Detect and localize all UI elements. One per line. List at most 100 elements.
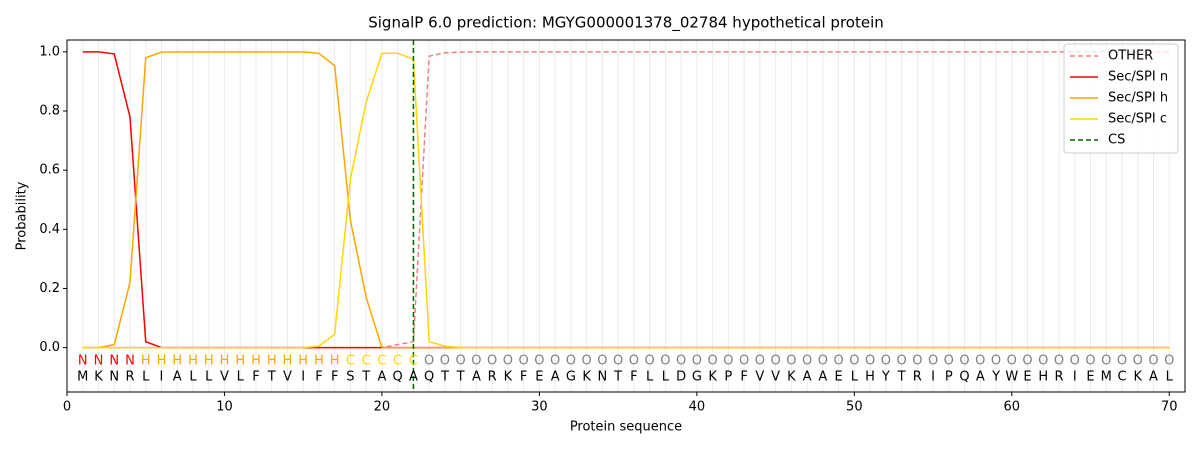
residue: Y <box>991 370 1000 385</box>
region-label: O <box>424 354 434 369</box>
region-label: O <box>676 354 686 369</box>
residue: P <box>945 370 953 385</box>
residue: E <box>535 370 543 385</box>
region-label: O <box>959 354 969 369</box>
series-line <box>82 51 1170 349</box>
residue: L <box>237 370 245 385</box>
series-line <box>82 52 1170 349</box>
residue: A <box>818 370 827 385</box>
region-label: O <box>991 354 1001 369</box>
residue: A <box>173 370 182 385</box>
residue: N <box>109 370 119 385</box>
residue: F <box>630 370 637 385</box>
region-label: O <box>849 354 859 369</box>
chart-title: SignalP 6.0 prediction: MGYG000001378_02… <box>368 14 884 33</box>
region-label: O <box>519 354 529 369</box>
residue: K <box>504 370 513 385</box>
residue: S <box>346 370 354 385</box>
legend-label: CS <box>1108 133 1125 148</box>
region-label: O <box>1101 354 1111 369</box>
residue: C <box>1117 370 1126 385</box>
residue: L <box>646 370 654 385</box>
residue: F <box>520 370 527 385</box>
region-label: O <box>487 354 497 369</box>
region-label: O <box>597 354 607 369</box>
region-label: H <box>204 354 214 369</box>
region-label: H <box>330 354 340 369</box>
residue: E <box>834 370 842 385</box>
residue: L <box>205 370 213 385</box>
region-label: H <box>188 354 198 369</box>
residue: V <box>755 370 764 385</box>
region-label: C <box>377 354 386 369</box>
residue: A <box>1149 370 1158 385</box>
legend-label: Sec/SPI c <box>1108 112 1167 127</box>
x-tick-label: 10 <box>216 400 233 415</box>
residue: I <box>301 370 305 385</box>
region-label: O <box>534 354 544 369</box>
residue: A <box>976 370 985 385</box>
region-label: H <box>235 354 245 369</box>
region-label: O <box>1054 354 1064 369</box>
y-tick-label: 1.0 <box>39 44 60 59</box>
region-label: N <box>94 354 104 369</box>
region-label: O <box>566 354 576 369</box>
region-label: O <box>975 354 985 369</box>
region-label: O <box>881 354 891 369</box>
residue: W <box>1005 370 1018 385</box>
series-line <box>82 51 1170 349</box>
residue: R <box>488 370 497 385</box>
region-label: O <box>928 354 938 369</box>
residue: T <box>613 370 622 385</box>
residue: M <box>1101 370 1112 385</box>
residue: F <box>740 370 747 385</box>
y-tick-label: 0.4 <box>39 222 60 237</box>
region-label: H <box>172 354 182 369</box>
residue: L <box>851 370 859 385</box>
residue: K <box>787 370 796 385</box>
region-label: O <box>1038 354 1048 369</box>
region-label: C <box>393 354 402 369</box>
region-label: O <box>582 354 592 369</box>
residue: F <box>252 370 259 385</box>
residue: Q <box>424 370 434 385</box>
residue: D <box>676 370 686 385</box>
region-label: O <box>692 354 702 369</box>
region-label: H <box>141 354 151 369</box>
region-label: H <box>314 354 324 369</box>
region-label: O <box>471 354 481 369</box>
y-tick-label: 0.2 <box>39 281 60 296</box>
residue: P <box>724 370 732 385</box>
region-label: O <box>1117 354 1127 369</box>
region-label: O <box>1070 354 1080 369</box>
x-tick-label: 50 <box>846 400 863 415</box>
region-label: O <box>1022 354 1032 369</box>
region-label: C <box>346 354 355 369</box>
region-label: N <box>78 354 88 369</box>
residue: K <box>1133 370 1142 385</box>
legend-label: Sec/SPI n <box>1108 70 1168 85</box>
y-tick-label: 0.8 <box>39 103 60 118</box>
region-label: O <box>1085 354 1095 369</box>
residue: R <box>1055 370 1064 385</box>
region-label: O <box>865 354 875 369</box>
residue: T <box>361 370 370 385</box>
x-tick-label: 60 <box>1004 400 1021 415</box>
region-label: O <box>1164 354 1174 369</box>
residue: A <box>803 370 812 385</box>
residue: Q <box>959 370 969 385</box>
region-label: O <box>755 354 765 369</box>
region-label: O <box>739 354 749 369</box>
residue: R <box>125 370 134 385</box>
region-label: C <box>362 354 371 369</box>
region-label: N <box>125 354 135 369</box>
y-tick-label: 0.0 <box>39 340 60 355</box>
residue: K <box>582 370 591 385</box>
residue: V <box>220 370 229 385</box>
region-label: O <box>818 354 828 369</box>
residue: M <box>77 370 88 385</box>
residue: V <box>771 370 780 385</box>
legend-label: OTHER <box>1108 49 1153 64</box>
residue: V <box>283 370 292 385</box>
